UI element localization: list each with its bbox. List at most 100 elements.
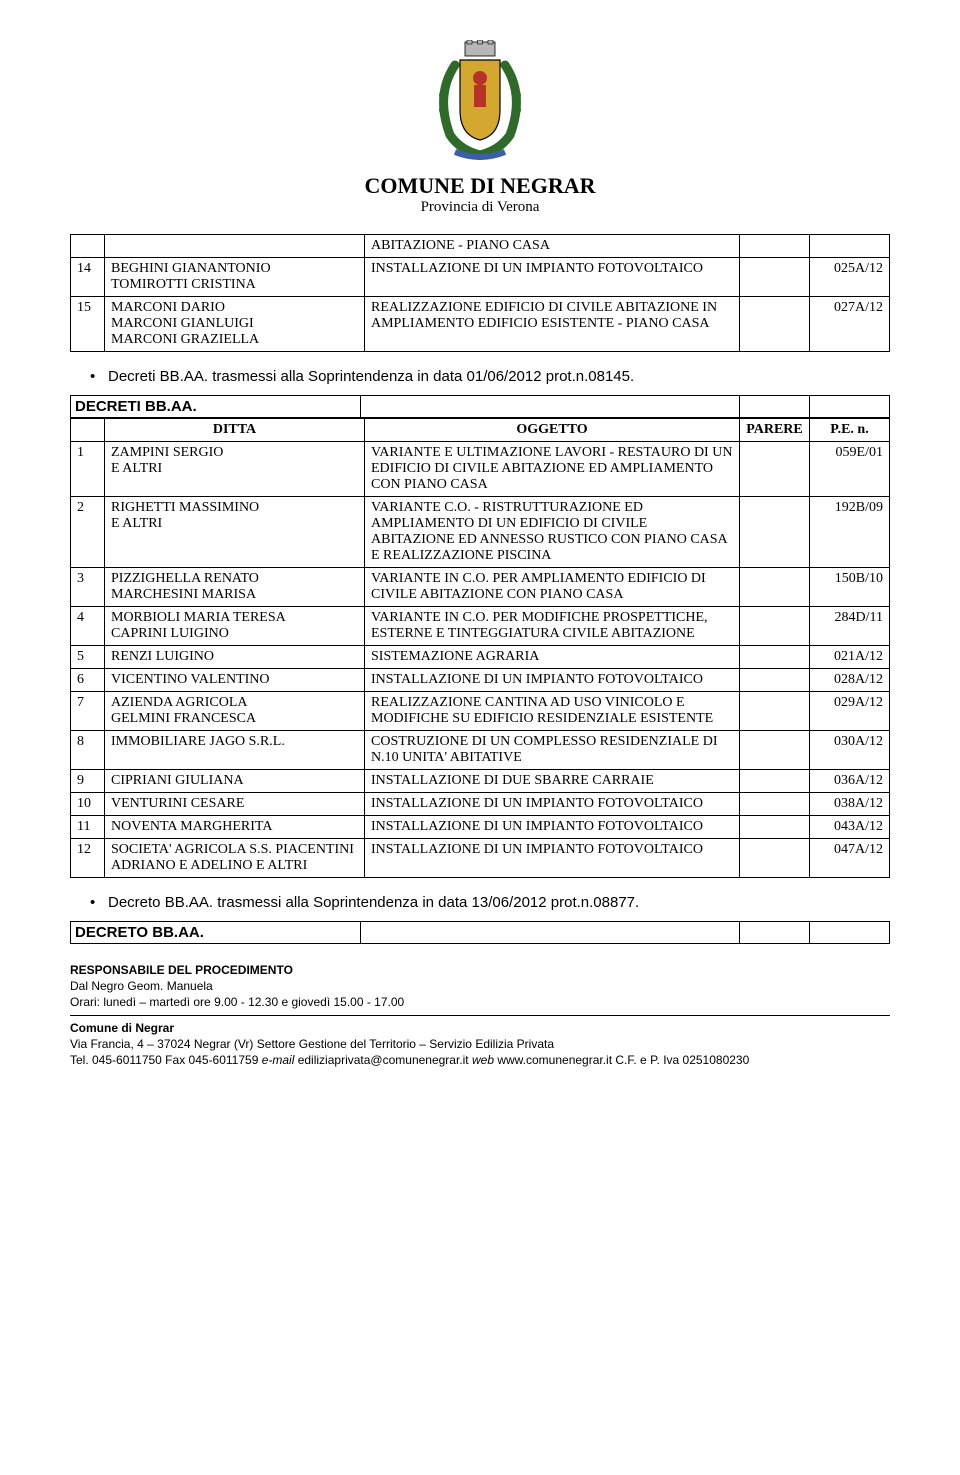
row-pe: 284D/11 (810, 607, 890, 646)
org-subtitle: Provincia di Verona (70, 199, 890, 216)
row-number: 8 (71, 731, 105, 770)
col-ditta-header: DITTA (105, 419, 365, 442)
crest-container (70, 40, 890, 165)
row-pe: 029A/12 (810, 692, 890, 731)
row-number: 6 (71, 669, 105, 692)
row-pe: 025A/12 (810, 258, 890, 297)
row-ditta: MARCONI DARIOMARCONI GIANLUIGIMARCONI GR… (105, 297, 365, 352)
row-number: 15 (71, 297, 105, 352)
row-oggetto: ABITAZIONE - PIANO CASA (365, 235, 740, 258)
responsible-hours: Orari: lunedì – martedì ore 9.00 - 12.30… (70, 995, 404, 1009)
row-number: 5 (71, 646, 105, 669)
footer-email-label: e-mail (262, 1053, 295, 1067)
section-empty-cell (810, 396, 890, 418)
table-row: 9CIPRIANI GIULIANAINSTALLAZIONE DI DUE S… (71, 770, 890, 793)
col-num-header (71, 419, 105, 442)
section-empty-cell (740, 396, 810, 418)
row-parere (740, 297, 810, 352)
footer-sector: Settore Gestione del Territorio – Serviz… (257, 1037, 554, 1051)
row-oggetto: INSTALLAZIONE DI UN IMPIANTO FOTOVOLTAIC… (365, 258, 740, 297)
footer-email: ediliziaprivata@comunenegrar.it (294, 1053, 472, 1067)
row-oggetto: VARIANTE IN C.O. PER AMPLIAMENTO EDIFICI… (365, 568, 740, 607)
table-row: 2RIGHETTI MASSIMINOE ALTRIVARIANTE C.O. … (71, 497, 890, 568)
footer-web-label: web (472, 1053, 494, 1067)
section-decreti-header: DECRETI BB.AA. (70, 395, 890, 418)
row-ditta: VENTURINI CESARE (105, 793, 365, 816)
footer-block: Comune di Negrar Via Francia, 4 – 37024 … (70, 1020, 890, 1069)
row-number: 12 (71, 839, 105, 878)
col-oggetto-header: OGGETTO (365, 419, 740, 442)
row-ditta: NOVENTA MARGHERITA (105, 816, 365, 839)
row-pe: 043A/12 (810, 816, 890, 839)
row-ditta: VICENTINO VALENTINO (105, 669, 365, 692)
row-ditta: BEGHINI GIANANTONIOTOMIROTTI CRISTINA (105, 258, 365, 297)
bullet-icon: • (90, 368, 108, 385)
row-ditta: AZIENDA AGRICOLAGELMINI FRANCESCA (105, 692, 365, 731)
row-oggetto: INSTALLAZIONE DI UN IMPIANTO FOTOVOLTAIC… (365, 669, 740, 692)
row-pe: 192B/09 (810, 497, 890, 568)
row-pe (810, 235, 890, 258)
row-pe: 059E/01 (810, 442, 890, 497)
row-parere (740, 793, 810, 816)
municipal-crest-icon (425, 40, 535, 160)
row-ditta: CIPRIANI GIULIANA (105, 770, 365, 793)
row-number: 7 (71, 692, 105, 731)
row-number: 1 (71, 442, 105, 497)
row-parere (740, 669, 810, 692)
row-oggetto: VARIANTE IN C.O. PER MODIFICHE PROSPETTI… (365, 607, 740, 646)
row-ditta: RENZI LUIGINO (105, 646, 365, 669)
row-ditta: IMMOBILIARE JAGO S.R.L. (105, 731, 365, 770)
row-oggetto: INSTALLAZIONE DI UN IMPIANTO FOTOVOLTAIC… (365, 793, 740, 816)
document-page: COMUNE DI NEGRAR Provincia di Verona ABI… (0, 0, 960, 1098)
row-oggetto: VARIANTE E ULTIMAZIONE LAVORI - RESTAURO… (365, 442, 740, 497)
permits-table-1: ABITAZIONE - PIANO CASA 14BEGHINI GIANANT… (70, 234, 890, 352)
row-parere (740, 839, 810, 878)
footer-org: Comune di Negrar (70, 1021, 174, 1035)
row-oggetto: REALIZZAZIONE EDIFICIO DI CIVILE ABITAZI… (365, 297, 740, 352)
row-pe: 027A/12 (810, 297, 890, 352)
footer-web: www.comunenegrar.it C.F. e P. Iva 025108… (494, 1053, 749, 1067)
table-row: 6VICENTINO VALENTINOINSTALLAZIONE DI UN … (71, 669, 890, 692)
row-parere (740, 816, 810, 839)
row-number (71, 235, 105, 258)
row-parere (740, 731, 810, 770)
section-empty-cell (810, 922, 890, 944)
footer-address: Via Francia, 4 – 37024 Negrar (Vr) (70, 1037, 257, 1051)
section-empty-cell (361, 396, 740, 418)
row-number: 2 (71, 497, 105, 568)
table-row: 11NOVENTA MARGHERITAINSTALLAZIONE DI UN … (71, 816, 890, 839)
row-number: 14 (71, 258, 105, 297)
row-oggetto: COSTRUZIONE DI UN COMPLESSO RESIDENZIALE… (365, 731, 740, 770)
row-ditta: ZAMPINI SERGIOE ALTRI (105, 442, 365, 497)
row-pe: 028A/12 (810, 669, 890, 692)
org-title: COMUNE DI NEGRAR (70, 173, 890, 199)
row-oggetto: INSTALLAZIONE DI UN IMPIANTO FOTOVOLTAIC… (365, 816, 740, 839)
section-empty-cell (740, 922, 810, 944)
table-row: 4MORBIOLI MARIA TERESACAPRINI LUIGINOVAR… (71, 607, 890, 646)
row-ditta: PIZZIGHELLA RENATOMARCHESINI MARISA (105, 568, 365, 607)
note-text: Decreto BB.AA. trasmessi alla Soprintend… (108, 894, 639, 911)
row-parere (740, 770, 810, 793)
row-oggetto: INSTALLAZIONE DI DUE SBARRE CARRAIE (365, 770, 740, 793)
permits-table-2: DITTA OGGETTO PARERE P.E. n. 1ZAMPINI SE… (70, 418, 890, 878)
responsible-title: RESPONSABILE DEL PROCEDIMENTO (70, 963, 293, 977)
row-ditta: RIGHETTI MASSIMINOE ALTRI (105, 497, 365, 568)
table-row: 5RENZI LUIGINOSISTEMAZIONE AGRARIA021A/1… (71, 646, 890, 669)
table-row: 8IMMOBILIARE JAGO S.R.L.COSTRUZIONE DI U… (71, 731, 890, 770)
row-oggetto: REALIZZAZIONE CANTINA AD USO VINICOLO E … (365, 692, 740, 731)
table-header-row: DITTA OGGETTO PARERE P.E. n. (71, 419, 890, 442)
row-oggetto: SISTEMAZIONE AGRARIA (365, 646, 740, 669)
row-oggetto: INSTALLAZIONE DI UN IMPIANTO FOTOVOLTAIC… (365, 839, 740, 878)
table-row: 12SOCIETA' AGRICOLA S.S. PIACENTINI ADRI… (71, 839, 890, 878)
table-row: 10VENTURINI CESAREINSTALLAZIONE DI UN IM… (71, 793, 890, 816)
row-pe: 047A/12 (810, 839, 890, 878)
table-row: 15MARCONI DARIOMARCONI GIANLUIGIMARCONI … (71, 297, 890, 352)
row-pe: 030A/12 (810, 731, 890, 770)
row-parere (740, 692, 810, 731)
footer-contact: Tel. 045-6011750 Fax 045-6011759 (70, 1053, 262, 1067)
row-ditta: SOCIETA' AGRICOLA S.S. PIACENTINI ADRIAN… (105, 839, 365, 878)
row-parere (740, 258, 810, 297)
row-ditta: MORBIOLI MARIA TERESACAPRINI LUIGINO (105, 607, 365, 646)
row-pe: 150B/10 (810, 568, 890, 607)
row-parere (740, 607, 810, 646)
